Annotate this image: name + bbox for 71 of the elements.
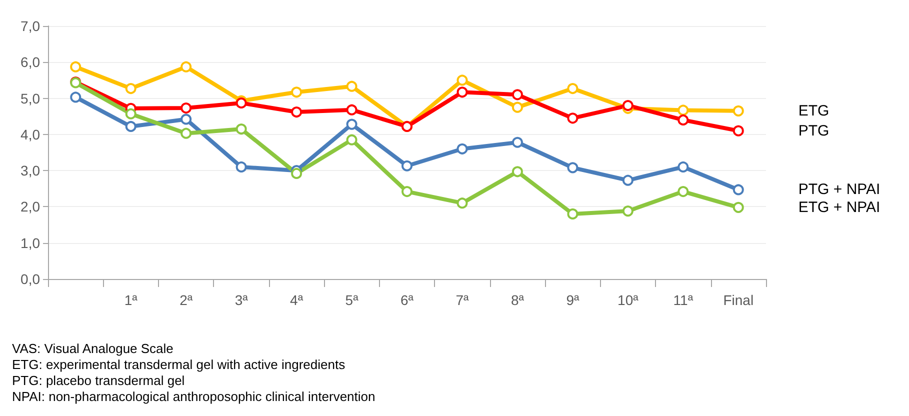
point [291, 106, 302, 118]
point [70, 92, 82, 103]
point [622, 174, 634, 186]
point [180, 114, 192, 125]
point [402, 186, 412, 198]
point [732, 202, 744, 213]
text: ETG + NPAI [798, 198, 880, 216]
point [180, 61, 192, 72]
point [456, 198, 468, 209]
point [125, 108, 136, 120]
point [512, 89, 523, 100]
y-tick-label: 2,0 [20, 198, 40, 215]
y-tick-label: 1,0 [20, 234, 40, 251]
point [456, 143, 468, 154]
point [678, 104, 689, 116]
point [732, 105, 744, 116]
point [180, 102, 192, 114]
y-tick-label: 7,0 [20, 18, 40, 34]
point [456, 74, 468, 86]
text: ETG [798, 102, 830, 120]
x-tick-label: 4ª [290, 292, 304, 308]
x-tick-label: 6ª [400, 292, 414, 308]
point [512, 136, 523, 148]
point [678, 186, 689, 198]
y-tick-label: 3,0 [20, 162, 40, 179]
point [291, 168, 302, 179]
point [236, 124, 247, 135]
point [512, 102, 523, 113]
point [567, 162, 578, 174]
point [456, 86, 468, 98]
point [236, 161, 247, 172]
point [291, 86, 302, 98]
point [346, 134, 358, 146]
y-tick-label: 4,0 [20, 126, 40, 142]
x-tick-label: 11ª [673, 292, 694, 308]
point [622, 206, 634, 217]
point [567, 208, 578, 220]
y-tick-label: 0,0 [20, 271, 40, 287]
x-tick-label: 8ª [510, 292, 525, 308]
x-tick-label: 3ª [234, 292, 249, 308]
y-tick-label: 5,0 [20, 90, 40, 106]
x-tick-label: 5ª [345, 292, 360, 308]
text: ETG: experimental transdermal gel with active ingredients [12, 357, 346, 372]
point [180, 128, 192, 139]
point [512, 166, 523, 178]
x-tick-label: 9ª [566, 292, 580, 308]
x-tick-label: 7ª [456, 292, 470, 308]
point [567, 83, 578, 94]
point [346, 118, 358, 130]
point [567, 112, 578, 124]
point [678, 161, 689, 172]
point [622, 100, 634, 112]
point [346, 80, 358, 92]
text: PTG: placebo transdermal gel [12, 373, 185, 388]
point [70, 61, 82, 72]
text: PTG [798, 122, 830, 140]
point [346, 104, 358, 116]
point [732, 125, 744, 136]
point [125, 83, 136, 94]
text: VAS: Visual Analogue Scale [12, 341, 174, 356]
point [402, 160, 412, 172]
text: NPAI: non-pharmacological anthroposophic clinical intervention [12, 389, 376, 404]
x-tick-label: 2ª [180, 292, 194, 308]
x-tick-label: 1ª [124, 292, 138, 308]
y-tick-label: 6,0 [20, 54, 40, 70]
x-tick-label: Final [723, 292, 754, 308]
point [732, 184, 744, 196]
point [678, 114, 689, 126]
text: PTG + NPAI [798, 181, 880, 198]
point [125, 120, 136, 132]
x-tick-label: 10ª [618, 292, 640, 308]
